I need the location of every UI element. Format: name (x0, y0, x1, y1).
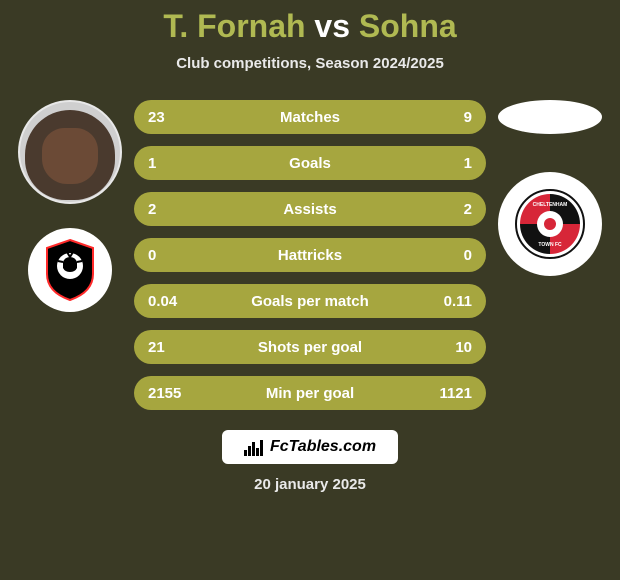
player2-avatar-placeholder (498, 100, 602, 134)
stat-row: 0 Hattricks 0 (134, 238, 486, 272)
stat-right-value: 2 (426, 201, 472, 218)
salford-shield-icon (43, 238, 97, 302)
stat-row: 21 Shots per goal 10 (134, 330, 486, 364)
subtitle: Club competitions, Season 2024/2025 (176, 55, 444, 72)
date-label: 20 january 2025 (254, 476, 366, 493)
stat-label: Assists (283, 201, 336, 218)
stat-left-value: 23 (148, 109, 194, 126)
stat-left-value: 2155 (148, 385, 194, 402)
stat-label: Matches (280, 109, 340, 126)
stat-left-value: 21 (148, 339, 194, 356)
stat-row: 2155 Min per goal 1121 (134, 376, 486, 410)
stat-row: 2 Assists 2 (134, 192, 486, 226)
stat-row: 1 Goals 1 (134, 146, 486, 180)
stat-left-value: 0.04 (148, 293, 194, 310)
stat-label: Goals (289, 155, 331, 172)
stat-left-value: 0 (148, 247, 194, 264)
player1-name: T. Fornah (163, 8, 305, 44)
stat-row: 23 Matches 9 (134, 100, 486, 134)
cheltenham-shield-icon: CHELTENHAM TOWN FC (514, 188, 586, 260)
stat-right-value: 0.11 (426, 293, 472, 310)
stat-right-value: 0 (426, 247, 472, 264)
player1-club-badge (28, 228, 112, 312)
right-column: CHELTENHAM TOWN FC (490, 100, 610, 276)
footer-text: FcTables.com (270, 438, 376, 456)
player2-name: Sohna (359, 8, 457, 44)
stat-left-value: 2 (148, 201, 194, 218)
club-text-line: CHELTENHAM (533, 202, 568, 208)
avatar-face-shape (42, 128, 98, 184)
left-column (10, 100, 130, 312)
stat-label: Shots per goal (258, 339, 362, 356)
stat-label: Goals per match (251, 293, 369, 310)
vs-label: vs (314, 8, 350, 44)
stat-right-value: 10 (426, 339, 472, 356)
player2-club-badge: CHELTENHAM TOWN FC (498, 172, 602, 276)
stats-column: 23 Matches 9 1 Goals 1 2 Assists 2 0 Hat… (134, 100, 486, 410)
footer-badge: FcTables.com (222, 430, 398, 464)
main-area: 23 Matches 9 1 Goals 1 2 Assists 2 0 Hat… (0, 100, 620, 410)
stat-right-value: 1 (426, 155, 472, 172)
stat-right-value: 9 (426, 109, 472, 126)
stat-right-value: 1121 (426, 385, 472, 402)
page-title: T. Fornah vs Sohna (163, 8, 456, 45)
club-text-line: TOWN FC (538, 242, 562, 248)
comparison-card: T. Fornah vs Sohna Club competitions, Se… (0, 0, 620, 580)
stat-label: Hattricks (278, 247, 342, 264)
stat-label: Min per goal (266, 385, 354, 402)
stat-row: 0.04 Goals per match 0.11 (134, 284, 486, 318)
bar-chart-icon (244, 438, 264, 456)
player1-avatar (18, 100, 122, 204)
stat-left-value: 1 (148, 155, 194, 172)
